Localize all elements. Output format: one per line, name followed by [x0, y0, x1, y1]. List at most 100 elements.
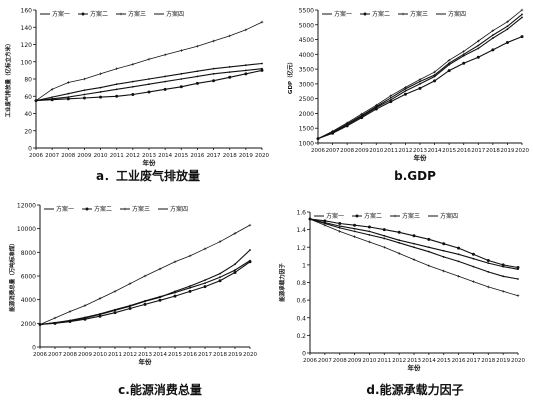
- data-point: [261, 62, 263, 65]
- x-tick-label: 2009: [355, 148, 369, 154]
- data-point: [113, 311, 117, 315]
- legend-marker: [355, 214, 359, 218]
- series-line-2: [35, 69, 263, 102]
- legend-label: 方案四: [448, 10, 466, 18]
- x-tick-label: 2010: [94, 153, 108, 159]
- x-tick-label: 2007: [326, 148, 340, 154]
- data-point: [244, 64, 247, 67]
- y-tick-label: 4000: [21, 297, 36, 304]
- data-point: [412, 258, 416, 261]
- x-tick-label: 2020: [511, 358, 525, 364]
- data-point: [51, 96, 54, 99]
- y-tick-label: 60: [24, 94, 32, 101]
- data-point: [131, 93, 135, 97]
- data-point: [389, 94, 393, 98]
- data-point: [309, 218, 311, 220]
- series-line-3: [35, 21, 263, 101]
- data-point: [188, 289, 192, 293]
- y-tick-label: 0.6: [296, 298, 306, 305]
- x-tick-label: 2018: [486, 148, 500, 154]
- legend-label: 方案三: [402, 212, 420, 220]
- data-point: [505, 41, 509, 45]
- data-point: [521, 13, 523, 16]
- data-point: [54, 321, 56, 324]
- legend-marker: [81, 12, 85, 16]
- data-point: [148, 83, 150, 86]
- data-point: [147, 57, 151, 61]
- data-point: [457, 246, 461, 250]
- data-point: [68, 310, 72, 313]
- x-tick-label: 2009: [77, 153, 91, 159]
- y-tick-label: 1000: [299, 141, 314, 148]
- data-point: [212, 67, 215, 70]
- y-tick-label: 160: [21, 8, 33, 15]
- data-point: [442, 242, 446, 246]
- data-point: [476, 39, 480, 43]
- legend-label: 方案三: [132, 205, 150, 213]
- x-tick-label: 2013: [142, 153, 156, 159]
- data-point: [472, 265, 475, 268]
- y-tick-label: 1: [302, 262, 306, 269]
- x-tick-label: 2019: [239, 153, 253, 159]
- legend-marker: [85, 207, 89, 211]
- data-point: [228, 66, 231, 68]
- data-point: [234, 269, 236, 271]
- data-point: [244, 28, 248, 32]
- y-tick-label: 0.4: [296, 315, 306, 322]
- legend-label: 方案一: [52, 10, 70, 18]
- legend-label: 方案四: [440, 212, 458, 220]
- y-axis-label: GDP（亿元）: [286, 59, 294, 94]
- data-point: [188, 254, 192, 258]
- data-point: [99, 95, 103, 99]
- data-point: [331, 131, 334, 133]
- x-tick-label: 2011: [377, 358, 391, 364]
- x-tick-label: 2006: [29, 153, 43, 159]
- x-tick-label: 2018: [481, 358, 495, 364]
- data-point: [413, 246, 415, 249]
- x-tick-label: 2019: [500, 148, 514, 154]
- x-tick-label: 2012: [123, 352, 137, 358]
- y-tick-label: 40: [24, 111, 32, 118]
- data-point: [50, 98, 54, 102]
- data-point: [346, 123, 349, 125]
- chart-caption: b.GDP: [394, 169, 436, 183]
- x-tick-label: 2007: [45, 153, 59, 159]
- legend-label: 方案一: [334, 10, 352, 18]
- legend-label: 方案二: [94, 205, 112, 213]
- data-point: [204, 279, 206, 282]
- data-point: [180, 78, 183, 80]
- data-point: [203, 285, 207, 289]
- data-point: [204, 282, 206, 284]
- data-point: [219, 272, 221, 275]
- x-tick-label: 2020: [243, 352, 257, 358]
- data-point: [457, 253, 460, 256]
- data-point: [83, 317, 87, 321]
- x-tick-label: 2014: [158, 153, 172, 159]
- data-point: [457, 260, 460, 263]
- data-point: [472, 280, 475, 283]
- data-point: [368, 230, 371, 233]
- data-point: [143, 274, 147, 278]
- legend-label: 方案四: [166, 10, 184, 18]
- x-tick-label: 2010: [369, 148, 383, 154]
- data-point: [317, 137, 319, 140]
- x-tick-label: 2007: [48, 352, 62, 358]
- y-tick-label: 5500: [299, 8, 314, 15]
- data-point: [99, 72, 102, 76]
- x-tick-label: 2018: [223, 153, 237, 159]
- data-point: [131, 63, 135, 66]
- data-point: [99, 91, 102, 93]
- data-point: [147, 90, 151, 94]
- x-tick-label: 2017: [471, 148, 485, 154]
- y-tick-label: 3500: [299, 67, 314, 74]
- data-point: [179, 85, 183, 89]
- x-axis-label: 年份: [139, 357, 153, 366]
- data-point: [403, 92, 407, 96]
- data-point: [520, 35, 524, 39]
- x-tick-label: 2016: [452, 358, 466, 364]
- data-point: [413, 242, 415, 245]
- data-point: [353, 223, 357, 227]
- data-point: [179, 49, 183, 52]
- data-point: [234, 263, 236, 266]
